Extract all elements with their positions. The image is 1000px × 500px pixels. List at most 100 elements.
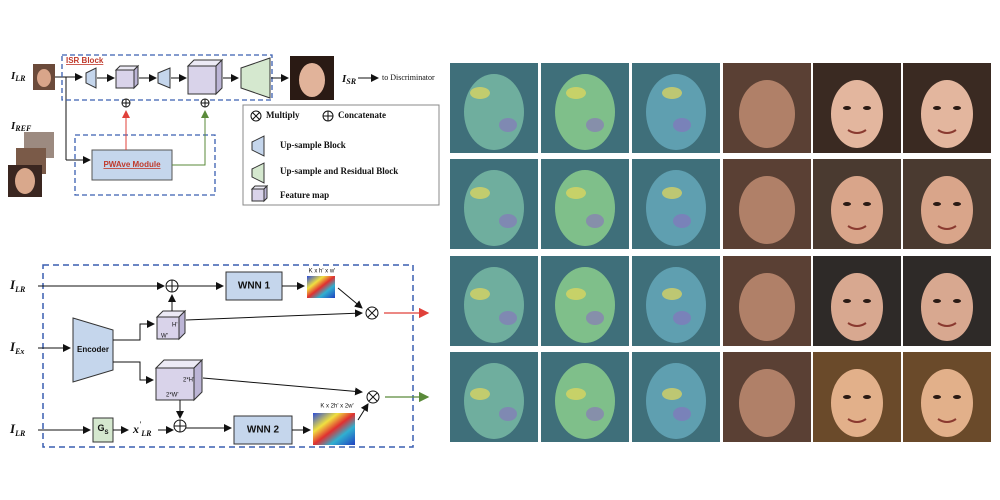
- heatmap-face: [464, 74, 524, 150]
- dim-label: 2*H': [183, 378, 194, 384]
- input-label: IEx: [9, 339, 24, 356]
- label-main: I: [9, 277, 16, 292]
- heatmap-spot: [499, 311, 517, 325]
- heatmap-spot: [499, 214, 517, 228]
- feature-map: [178, 309, 186, 341]
- arrow: [113, 361, 154, 384]
- eye: [953, 395, 961, 399]
- encoder: [72, 317, 114, 383]
- label-main: I: [9, 421, 16, 436]
- eye: [843, 299, 851, 303]
- heatmap-face: [555, 363, 615, 439]
- heatmap-spot: [470, 87, 490, 99]
- eye: [953, 202, 961, 206]
- result-grid: [450, 63, 991, 442]
- photo-face: [831, 176, 883, 244]
- residual-block: [251, 162, 265, 184]
- eye: [843, 395, 851, 399]
- eye: [843, 106, 851, 110]
- wnn-block: [233, 415, 293, 445]
- weight-map: [307, 276, 335, 298]
- photo-face: [831, 80, 883, 148]
- heatmap-spot: [586, 214, 604, 228]
- eye: [933, 395, 941, 399]
- heatmap-spot: [566, 288, 586, 300]
- face-thumb: [37, 69, 51, 87]
- pwave-box: [74, 134, 216, 196]
- feature-map: [215, 58, 223, 96]
- photo-face: [831, 273, 883, 341]
- heatmap-spot: [662, 187, 682, 199]
- arrow: [113, 320, 155, 341]
- feature-map: [251, 188, 265, 202]
- mouth: [847, 322, 867, 327]
- heatmap-face: [464, 170, 524, 246]
- arrow: [357, 403, 369, 421]
- label-sub: LR: [140, 429, 152, 438]
- size-label: K x 2h' x 2w': [320, 404, 353, 410]
- eye: [933, 106, 941, 110]
- wnn-label: WNN 1: [238, 281, 271, 292]
- input-label: ILR: [10, 70, 26, 83]
- mouth: [847, 129, 867, 134]
- pwave-module: [91, 149, 173, 181]
- discriminator-label: to Discriminator: [382, 73, 435, 82]
- heatmap-spot: [566, 87, 586, 99]
- ref-face: [15, 168, 35, 194]
- label-sub: S: [105, 430, 109, 436]
- heatmap-spot: [470, 288, 490, 300]
- legend-item: Concatenate: [338, 110, 386, 120]
- heatmap-spot: [662, 388, 682, 400]
- heatmap-face: [646, 267, 706, 343]
- gs-label: GS: [97, 423, 108, 435]
- encoder-label: Encoder: [77, 345, 109, 354]
- feature-map: [155, 367, 195, 401]
- pwave-detail-box: [42, 264, 414, 448]
- heatmap-spot: [662, 288, 682, 300]
- heatmap-spot: [566, 187, 586, 199]
- ref-label: IREF: [10, 120, 32, 133]
- photo-face: [921, 369, 973, 437]
- multiply-symbol: [250, 110, 262, 122]
- mouth: [937, 322, 957, 327]
- label-sub: SR: [346, 77, 356, 86]
- label-sub: Ex: [14, 347, 24, 356]
- input-label: ILR: [9, 277, 26, 294]
- multiply-symbol: [368, 392, 378, 402]
- photo-face: [739, 176, 795, 244]
- label-main: x: [132, 422, 139, 436]
- input-label: ILR: [9, 421, 26, 438]
- residual-block: [240, 57, 271, 99]
- output-label: ISR: [341, 73, 357, 86]
- eye: [863, 106, 871, 110]
- heatmap-spot: [499, 407, 517, 421]
- feature-map: [263, 184, 268, 203]
- heatmap-spot: [566, 388, 586, 400]
- label-sub: LR: [14, 285, 26, 294]
- eye: [863, 299, 871, 303]
- heatmap-face: [555, 170, 615, 246]
- legend-item: Multiply: [266, 110, 300, 120]
- eye: [843, 202, 851, 206]
- feature-map: [187, 65, 217, 95]
- mouth: [937, 225, 957, 230]
- eye: [933, 299, 941, 303]
- mouth: [847, 225, 867, 230]
- heatmap-spot: [673, 214, 691, 228]
- eye: [863, 202, 871, 206]
- eye: [863, 395, 871, 399]
- concat-symbol: [166, 280, 178, 292]
- photo-face: [739, 273, 795, 341]
- heatmap-spot: [673, 118, 691, 132]
- heatmap-face: [464, 363, 524, 439]
- label-sub: REF: [14, 124, 32, 133]
- label-main: I: [341, 73, 347, 85]
- size-label: K x h' x w': [309, 269, 336, 275]
- label-sup: ': [139, 420, 142, 429]
- heatmap-face: [646, 170, 706, 246]
- concat-symbol: [323, 111, 333, 121]
- heatmap-face: [555, 74, 615, 150]
- heatmap-spot: [662, 87, 682, 99]
- x-label: x'LR: [132, 420, 152, 438]
- dim-label: H': [172, 323, 177, 329]
